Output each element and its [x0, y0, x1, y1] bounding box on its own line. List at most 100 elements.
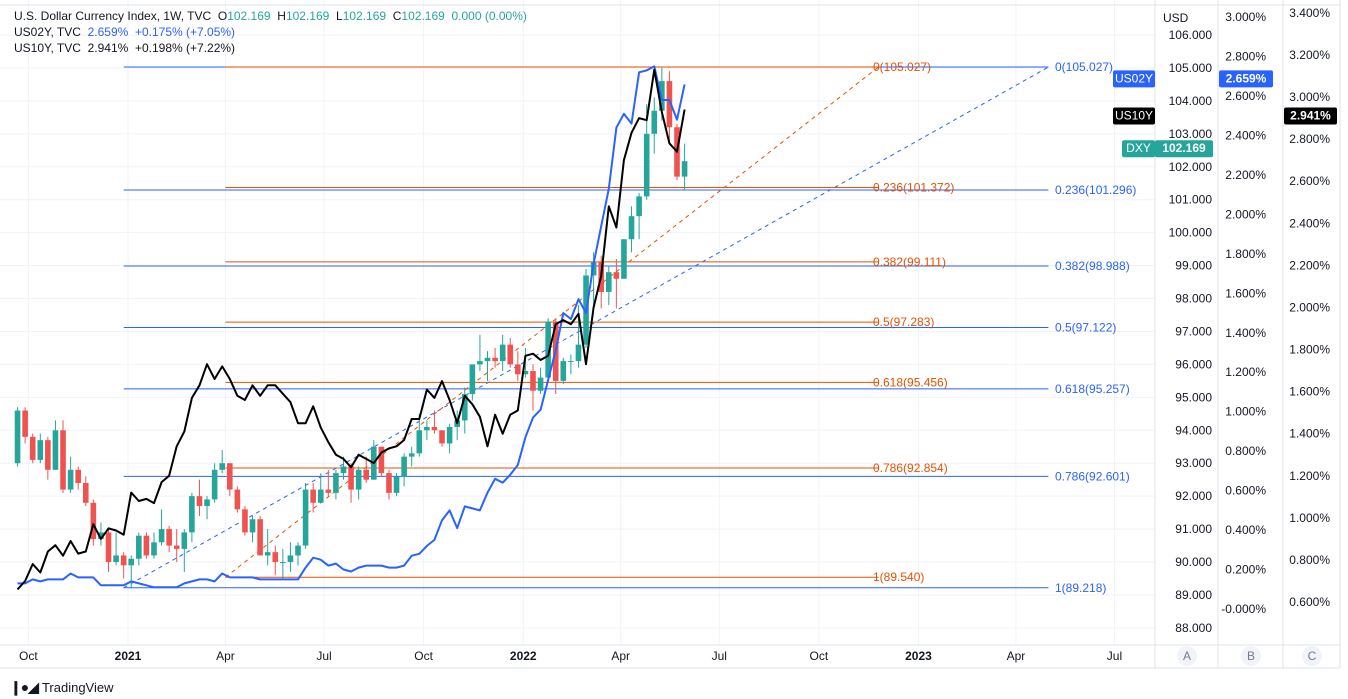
candle-body[interactable]	[575, 344, 582, 362]
candle-body[interactable]	[568, 361, 574, 363]
candle-body[interactable]	[643, 133, 650, 197]
candle-body[interactable]	[45, 440, 51, 470]
candle-body[interactable]	[189, 496, 195, 533]
candle-body[interactable]	[302, 489, 309, 546]
candle-body[interactable]	[461, 394, 468, 421]
candle-body[interactable]	[257, 519, 263, 556]
candle-body[interactable]	[325, 489, 332, 493]
candle-body[interactable]	[431, 426, 438, 431]
candle-body[interactable]	[120, 555, 127, 566]
axis-b-tick: 2.000%	[1225, 207, 1266, 221]
dxy-tag-bg	[1122, 140, 1155, 158]
candle-body[interactable]	[22, 410, 28, 437]
candle-body[interactable]	[52, 430, 59, 470]
candle-body[interactable]	[560, 361, 567, 381]
candle-body[interactable]	[492, 357, 498, 362]
candle-body[interactable]	[401, 456, 407, 477]
candle-body[interactable]	[113, 555, 119, 563]
candle-body[interactable]	[82, 482, 89, 503]
legend-us02y[interactable]: US02Y, TVC 2.659% +0.175% (+7.05%)	[14, 24, 527, 40]
candle-body[interactable]	[477, 361, 483, 365]
candle-body[interactable]	[363, 469, 370, 480]
candle-body[interactable]	[522, 370, 529, 375]
candle-body[interactable]	[469, 364, 476, 395]
candle-body[interactable]	[355, 469, 362, 490]
tradingview-logo[interactable]: ❙●◢ TradingView	[10, 679, 114, 696]
fib-orange-level-label: 0.236(101.372)	[873, 180, 954, 194]
candle-body[interactable]	[530, 370, 536, 391]
candle-body[interactable]	[333, 473, 339, 493]
candle-body[interactable]	[143, 535, 150, 556]
candle-body[interactable]	[666, 81, 673, 128]
legend-us10y[interactable]: US10Y, TVC 2.941% +0.198% (+7.22%)	[14, 40, 527, 56]
candle-body[interactable]	[242, 509, 248, 533]
candle-body[interactable]	[272, 552, 279, 563]
candle-body[interactable]	[219, 463, 226, 470]
candle-body[interactable]	[393, 476, 400, 493]
axis-a-tick: 91.000	[1175, 522, 1212, 536]
candle-body[interactable]	[651, 110, 658, 134]
candle-body[interactable]	[537, 377, 544, 391]
candle-body[interactable]	[90, 502, 97, 539]
candle-body[interactable]	[545, 321, 551, 378]
candle-body[interactable]	[264, 552, 271, 556]
us02y-line[interactable]	[17, 65, 686, 589]
candle-body[interactable]	[173, 545, 180, 549]
scale-button-b[interactable]	[1241, 646, 1261, 666]
candle-body[interactable]	[136, 535, 142, 559]
candle-body[interactable]	[317, 489, 324, 503]
candle-body[interactable]	[234, 489, 241, 510]
axis-c-tick: 1.400%	[1289, 427, 1330, 441]
candle-body[interactable]	[280, 562, 286, 564]
candle-body[interactable]	[151, 542, 157, 556]
candle-body[interactable]	[605, 272, 612, 292]
us10y-line[interactable]	[16, 68, 686, 591]
candle-body[interactable]	[515, 364, 521, 375]
candle-body[interactable]	[636, 196, 642, 217]
candle-body[interactable]	[378, 446, 385, 474]
candle-body[interactable]	[196, 496, 203, 507]
scale-button-a[interactable]	[1177, 646, 1197, 666]
candle-body[interactable]	[386, 473, 392, 493]
candle-body[interactable]	[60, 430, 66, 490]
candle-body[interactable]	[613, 272, 620, 279]
candle-body[interactable]	[75, 469, 81, 483]
candle-body[interactable]	[628, 216, 635, 240]
candle-body[interactable]	[295, 545, 301, 556]
candle-body[interactable]	[348, 466, 354, 490]
candle-body[interactable]	[158, 529, 165, 543]
candle-body[interactable]	[29, 436, 36, 460]
candle-body[interactable]	[166, 529, 172, 546]
us10y-price-label: 2.941%	[1290, 108, 1331, 122]
candle-body[interactable]	[424, 426, 430, 431]
candle-body[interactable]	[340, 466, 347, 474]
candle-body[interactable]	[484, 357, 491, 362]
candle-body[interactable]	[98, 532, 104, 539]
candle-body[interactable]	[499, 344, 506, 362]
candle-body[interactable]	[128, 558, 135, 566]
candle-body[interactable]	[204, 499, 210, 507]
fib-orange-level-label: 0(105.027)	[873, 60, 931, 74]
candle-body[interactable]	[310, 489, 316, 503]
candle-body[interactable]	[621, 239, 627, 279]
candle-body[interactable]	[287, 555, 294, 563]
candle-body[interactable]	[181, 532, 188, 549]
open-value: 102.169	[227, 9, 271, 23]
candle-body[interactable]	[249, 519, 256, 533]
candle-body[interactable]	[507, 344, 514, 365]
legend-dxy[interactable]: U.S. Dollar Currency Index, 1W, TVC O102…	[14, 8, 527, 24]
scale-button-c[interactable]	[1302, 646, 1322, 666]
candle-body[interactable]	[226, 463, 233, 490]
candle-body[interactable]	[105, 532, 112, 563]
candle-body[interactable]	[211, 469, 218, 500]
candle-body[interactable]	[439, 430, 445, 444]
candle-body[interactable]	[416, 430, 423, 454]
candle-body[interactable]	[446, 426, 453, 444]
candle-body[interactable]	[67, 469, 74, 490]
candle-body[interactable]	[14, 410, 21, 464]
candle-body[interactable]	[681, 161, 688, 177]
candle-body[interactable]	[37, 440, 44, 460]
candle-body[interactable]	[408, 453, 415, 457]
